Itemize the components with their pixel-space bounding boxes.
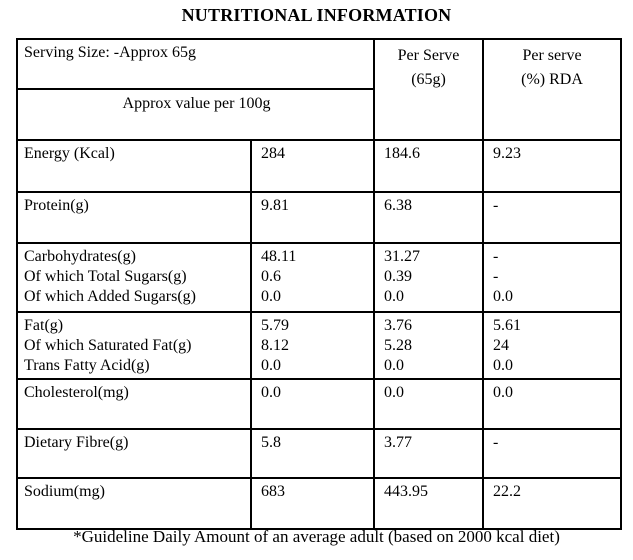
nutrient-label-line: Fat(g): [24, 317, 64, 334]
value-per-serve-line: 6.38: [384, 197, 413, 214]
table-row-dietary-fibre: Dietary Fibre(g) 5.8 3.77 -: [16, 428, 623, 479]
value-per-serve-energy: 184.6: [373, 139, 485, 193]
value-per-100g-line: 48.11: [261, 248, 297, 265]
value-per-serve-rda-line: 0.0: [493, 384, 514, 401]
approx-value-per-100g-cell: Approx value per 100g: [15, 88, 376, 141]
value-per-100g-line: 284: [261, 145, 285, 162]
serving-size-cell: Serving Size: -Approx 65g: [15, 38, 376, 90]
nutrient-label-energy: Energy (Kcal): [16, 139, 252, 193]
per-serve-header-cell: Per Serve (65g): [373, 38, 485, 141]
table-row-fat: Fat(g) Of which Saturated Fat(g) Trans Fat…: [16, 311, 623, 380]
value-per-serve-rda-line: 24: [493, 337, 510, 354]
value-per-100g-protein: 9.81: [249, 191, 376, 244]
per-serve-header-line2: (65g): [411, 71, 446, 88]
value-per-100g-line: 0.6: [261, 268, 281, 285]
value-per-serve-line: 31.27: [384, 248, 421, 265]
per-serve-rda-header-line2: (%) RDA: [521, 71, 583, 88]
nutrient-label-fat: Fat(g) Of which Saturated Fat(g) Trans Fat…: [16, 311, 252, 380]
nutrient-label-line: Trans Fatty Acid(g): [24, 357, 150, 374]
value-per-serve-sodium: 443.95: [373, 477, 485, 530]
per-serve-header-line1: Per Serve: [397, 47, 460, 64]
nutrient-label-line: Of which Total Sugars(g): [24, 268, 187, 285]
value-per-serve-rda-line: 22.2: [493, 483, 522, 500]
value-per-100g-dietary-fibre: 5.8: [249, 428, 376, 479]
value-per-serve-line: 0.0: [384, 288, 405, 305]
value-per-serve-rda-line: 0.0: [493, 288, 514, 305]
table-row-cholesterol: Cholesterol(mg) 0.0 0.0 0.0: [16, 378, 623, 430]
value-per-serve-cholesterol: 0.0: [373, 378, 485, 430]
value-per-100g-cholesterol: 0.0: [249, 378, 376, 430]
guideline-footnote: *Guideline Daily Amount of an average ad…: [73, 527, 560, 546]
header-row-serving-size: Serving Size: -Approx 65g Per Serve (65g…: [15, 38, 623, 141]
value-per-100g-fat: 5.79 8.12 0.0: [249, 311, 376, 380]
value-per-serve-fat: 3.76 5.28 0.0: [373, 311, 485, 380]
value-per-serve-rda-fat: 5.61 24 0.0: [482, 311, 623, 380]
nutrient-label-protein: Protein(g): [16, 191, 252, 244]
value-per-serve-rda-energy: 9.23: [482, 139, 623, 193]
table-row-energy: Energy (Kcal) 284 184.6 9.23: [16, 139, 623, 193]
value-per-serve-rda-line: -: [493, 434, 499, 451]
value-per-serve-rda-line: -: [493, 248, 499, 265]
nutrient-label-dietary-fibre: Dietary Fibre(g): [16, 428, 252, 479]
table-row-protein: Protein(g) 9.81 6.38 -: [16, 191, 623, 244]
nutrition-table: Serving Size: -Approx 65g Per Serve (65g…: [15, 38, 623, 530]
value-per-serve-rda-line: 5.61: [493, 317, 522, 334]
table-row-carbohydrates: Carbohydrates(g) Of which Total Sugars(g)…: [16, 242, 623, 313]
value-per-serve-line: 3.77: [384, 434, 413, 451]
value-per-100g-carbohydrates: 48.11 0.6 0.0: [249, 242, 376, 313]
value-per-serve-rda-sodium: 22.2: [482, 477, 623, 530]
value-per-serve-rda-dietary-fibre: -: [482, 428, 623, 479]
value-per-serve-protein: 6.38: [373, 191, 485, 244]
value-per-serve-line: 0.0: [384, 384, 405, 401]
table-row-sodium: Sodium(mg) 683 443.95 22.2: [16, 477, 623, 530]
nutrient-label-line: Of which Saturated Fat(g): [24, 337, 192, 354]
page-title: NUTRITIONAL INFORMATION: [181, 5, 452, 25]
value-per-serve-rda-line: -: [493, 197, 499, 214]
value-per-100g-line: 0.0: [261, 357, 281, 374]
nutrient-label-cholesterol: Cholesterol(mg): [16, 378, 252, 430]
value-per-serve-line: 5.28: [384, 337, 413, 354]
value-per-100g-sodium: 683: [249, 477, 376, 530]
nutrient-label-sodium: Sodium(mg): [16, 477, 252, 530]
value-per-serve-line: 184.6: [384, 145, 421, 162]
value-per-serve-rda-protein: -: [482, 191, 623, 244]
value-per-100g-line: 8.12: [261, 337, 289, 354]
value-per-serve-dietary-fibre: 3.77: [373, 428, 485, 479]
value-per-100g-line: 0.0: [261, 384, 281, 401]
value-per-100g-line: 5.79: [261, 317, 289, 334]
value-per-serve-line: 0.39: [384, 268, 413, 285]
nutrient-label-line: Protein(g): [24, 197, 89, 214]
value-per-serve-line: 3.76: [384, 317, 413, 334]
value-per-serve-rda-cholesterol: 0.0: [482, 378, 623, 430]
value-per-serve-rda-line: 9.23: [493, 145, 522, 162]
value-per-serve-rda-line: -: [493, 268, 499, 285]
value-per-serve-rda-carbohydrates: - - 0.0: [482, 242, 623, 313]
nutrient-label-line: Energy (Kcal): [24, 145, 115, 162]
value-per-100g-line: 5.8: [261, 434, 281, 451]
nutrient-label-line: Sodium(mg): [24, 483, 105, 500]
nutrient-label-line: Carbohydrates(g): [24, 248, 136, 265]
nutrient-label-line: Cholesterol(mg): [24, 384, 129, 401]
value-per-serve-carbohydrates: 31.27 0.39 0.0: [373, 242, 485, 313]
header-row-approx-value: Approx value per 100g: [15, 88, 621, 141]
per-serve-rda-header-cell: Per serve (%) RDA: [482, 38, 623, 141]
value-per-100g-line: 0.0: [261, 288, 281, 305]
nutrition-table-body: Serving Size: -Approx 65g Per Serve (65g…: [15, 38, 623, 530]
nutrient-label-line: Of which Added Sugars(g): [24, 288, 196, 305]
nutrient-label-line: Dietary Fibre(g): [24, 434, 129, 451]
per-serve-rda-header-line1: Per serve: [522, 47, 582, 64]
value-per-serve-line: 0.0: [384, 357, 405, 374]
value-per-100g-line: 9.81: [261, 197, 289, 214]
value-per-100g-line: 683: [261, 483, 285, 500]
nutrient-label-carbohydrates: Carbohydrates(g) Of which Total Sugars(g)…: [16, 242, 252, 313]
value-per-serve-rda-line: 0.0: [493, 357, 514, 374]
value-per-100g-energy: 284: [249, 139, 376, 193]
value-per-serve-line: 443.95: [384, 483, 429, 500]
